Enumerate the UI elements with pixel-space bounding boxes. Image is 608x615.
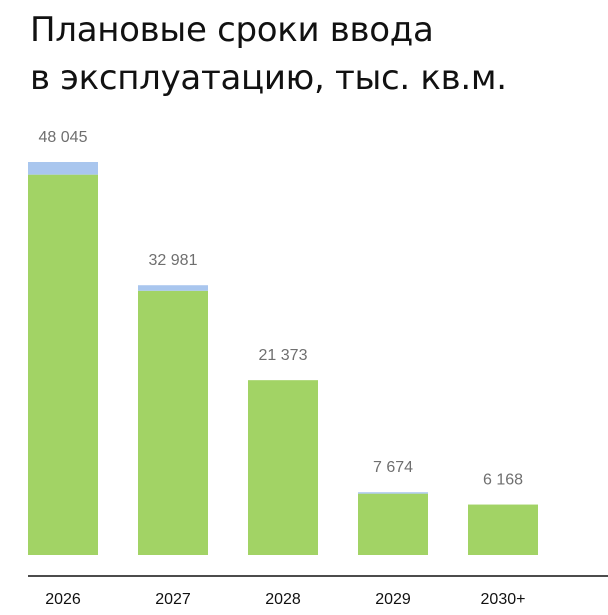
data-label-2030+: 6 168	[483, 472, 523, 489]
x-tick-label-2028: 2028	[265, 591, 301, 608]
x-tick-label-2029: 2029	[375, 591, 411, 608]
bar-2028-segment-1	[248, 380, 318, 555]
chart-title-line-2: в эксплуатацию, тыс. кв.м.	[30, 58, 507, 98]
data-label-2026: 48 045	[39, 129, 88, 146]
data-label-2029: 7 674	[373, 459, 413, 476]
bar-2027-segment-1	[138, 290, 208, 555]
bar-2026-segment-2	[28, 162, 98, 175]
bar-2027-segment-2	[138, 285, 208, 291]
x-tick-label-2030+: 2030+	[481, 591, 526, 608]
chart-title: Плановые сроки ввода в эксплуатацию, тыс…	[30, 6, 590, 102]
bar-2029-segment-1	[358, 493, 428, 555]
bar-2030+-segment-1	[468, 504, 538, 555]
bar-2029-segment-2	[358, 492, 428, 494]
data-label-2028: 21 373	[259, 347, 308, 364]
data-label-2027: 32 981	[149, 252, 198, 269]
x-tick-label-2027: 2027	[155, 591, 191, 608]
chart-title-line-1: Плановые сроки ввода	[30, 10, 434, 50]
x-tick-label-2026: 2026	[45, 591, 81, 608]
bar-2026-segment-1	[28, 174, 98, 555]
